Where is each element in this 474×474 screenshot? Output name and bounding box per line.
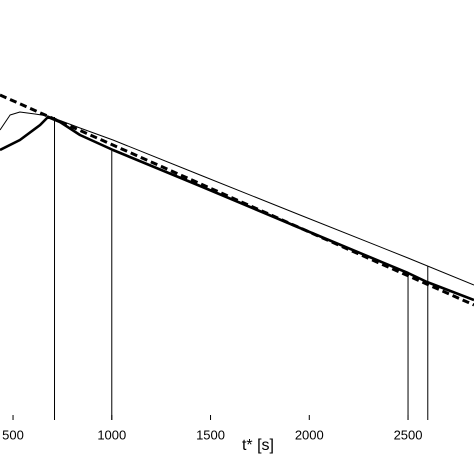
x-tick-label: 500 xyxy=(2,427,24,442)
x-tick-label: 2500 xyxy=(394,427,423,442)
data-line xyxy=(0,115,474,302)
data-line xyxy=(0,93,474,307)
x-axis-label: t* [s] xyxy=(242,437,274,454)
data-line xyxy=(0,111,474,286)
x-tick-label: 2000 xyxy=(295,427,324,442)
x-tick-label: 1500 xyxy=(196,427,225,442)
x-tick-label: 1000 xyxy=(97,427,126,442)
